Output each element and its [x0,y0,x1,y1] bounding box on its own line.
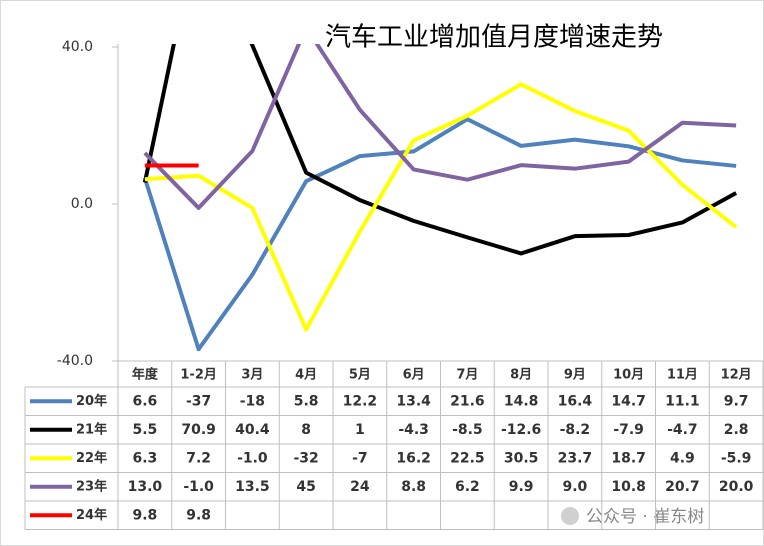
table-cell: -8.2 [560,422,591,438]
table-cell: 18.7 [611,450,646,466]
table-cell: 13.5 [235,479,270,495]
table-cell: 14.8 [504,393,539,409]
table-cell: 5.8 [294,393,319,409]
y-tick-label: 0.0 [71,196,93,212]
table-cell: 70.9 [181,422,216,438]
legend-label: 24年 [76,507,107,523]
x-tick-label: 5月 [349,368,371,383]
table-cell: -7 [352,450,368,466]
table-cell: 6.6 [132,393,157,409]
table-cell: 8 [301,422,311,438]
table-cell: -4.3 [398,422,429,438]
x-tick-label: 12月 [721,368,752,383]
table-cell: -1.0 [183,479,214,495]
x-tick-label: 11月 [667,368,698,383]
table-cell: -1.0 [237,450,268,466]
table-cell: 7.2 [186,450,211,466]
table-cell: 13.0 [128,479,163,495]
table-cell: -7.9 [613,422,644,438]
x-tick-label: 8月 [510,368,532,383]
table-cell: 9.8 [186,507,211,523]
table-cell: -32 [293,450,318,466]
table-cell: 10.8 [611,479,646,495]
x-tick-label: 9月 [564,368,586,383]
table-cell: 22.5 [450,450,485,466]
x-tick-label: 10月 [613,368,644,383]
table-cell: 6.3 [132,450,157,466]
plot-lines [142,44,738,352]
table-cell: -18 [240,393,265,409]
table-cell: 4.9 [670,450,695,466]
x-tick-label: 1-2月 [180,368,217,383]
table-cell: 9.0 [562,479,587,495]
table-cell: -5.9 [721,450,752,466]
table-cell: 9.8 [132,507,157,523]
x-tick-label: 7月 [456,368,478,383]
legend-label: 21年 [76,421,107,437]
series-line [143,44,737,210]
table-cell: 14.7 [611,393,646,409]
legend-label: 22年 [76,450,107,466]
legend-label: 23年 [76,478,107,494]
table-cell: 11.1 [665,393,700,409]
watermark-icon [561,507,579,525]
x-tick-label: 4月 [295,368,317,383]
table-cell: 2.8 [724,422,749,438]
table-cell: 1 [355,422,365,438]
table-cell: 30.5 [504,450,539,466]
table-cell: 23.7 [558,450,593,466]
x-tick-label: 年度 [132,367,159,383]
table-cell: -37 [186,393,211,409]
x-tick-label: 3月 [241,368,263,383]
table-cell: 45 [296,479,315,495]
table-cell: 9.9 [509,479,534,495]
y-tick-label: -40.0 [57,353,93,369]
table-cell: 16.4 [558,393,593,409]
table-cell: 6.2 [455,479,480,495]
chart-title: 汽车工业增加值月度增速走势 [325,23,663,53]
x-tick-label: 6月 [403,368,425,383]
table-cell: -8.5 [452,422,483,438]
table-cell: 20.7 [665,479,700,495]
table-cell: 40.4 [235,422,270,438]
series-line [142,44,738,256]
table-cell: 8.8 [401,479,426,495]
legend-label: 20年 [76,393,107,409]
table-cell: 21.6 [450,393,485,409]
table-cell: -12.6 [501,422,541,438]
series-line [144,82,738,332]
table-cell: 5.5 [132,422,157,438]
y-tick-label: 40.0 [62,39,93,55]
table-cell: 16.2 [396,450,431,466]
watermark-text: 公众号 · 崔东树 [586,507,704,527]
series-line [142,117,737,352]
watermark: 公众号 · 崔东树 [561,507,704,527]
table-cell: 12.2 [343,393,378,409]
table-cell: 20.0 [719,479,754,495]
table-cell: 9.7 [724,393,749,409]
table-cell: -4.7 [667,422,698,438]
table-cell: 13.4 [396,393,431,409]
table-cell: 24 [350,479,370,495]
